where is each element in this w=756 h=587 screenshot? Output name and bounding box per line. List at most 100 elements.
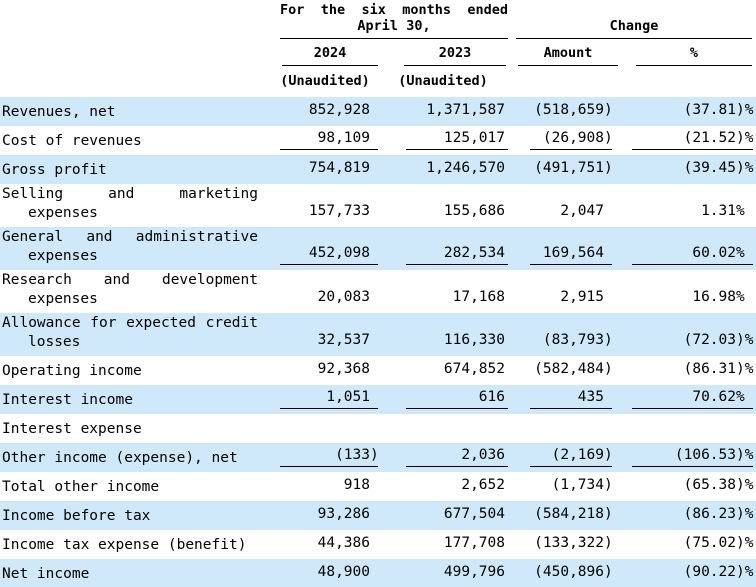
change-percent-suffix: )%	[736, 102, 754, 118]
change-amount-suffix: )	[604, 160, 613, 176]
row-label: Cost of revenues	[2, 133, 142, 149]
row-label: Net income	[2, 566, 90, 582]
change-percent-text: (86.23	[683, 506, 736, 522]
value-2024: 44,386	[272, 530, 378, 559]
table-row: General and administrative expenses 452,…	[0, 227, 756, 270]
change-percent: (72.03)%	[618, 313, 756, 356]
value-2023	[378, 414, 508, 443]
change-amount-text: 169,564	[542, 245, 604, 261]
value-2024-text: 98,109	[317, 130, 370, 146]
change-percent	[618, 414, 756, 443]
change-amount-suffix: )	[604, 361, 613, 377]
change-amount: 435	[508, 385, 618, 414]
value-2023: 116,330	[378, 313, 508, 356]
change-percent-suffix: %	[736, 289, 745, 305]
change-amount-text: (582,484	[534, 361, 604, 377]
value-2023: 125,017	[378, 126, 508, 155]
value-2024: 48,900	[272, 559, 378, 587]
change-percent-suffix: %	[736, 203, 745, 219]
row-label: Operating income	[2, 363, 142, 379]
row-label: Interest income	[2, 392, 133, 408]
row-label: Revenues, net	[2, 104, 116, 120]
change-percent-suffix: )%	[736, 160, 754, 176]
value-2023-text: 116,330	[443, 332, 505, 348]
value-2023: 1,371,587	[378, 97, 508, 126]
value-2024: 852,928	[272, 97, 378, 126]
change-amount: 169,564	[508, 227, 618, 270]
change-percent-suffix: )%	[736, 332, 754, 348]
change-percent-suffix: %	[736, 245, 745, 261]
change-percent-suffix: )%	[736, 361, 754, 377]
unaudited-label-2023: (Unaudited)	[398, 73, 488, 89]
change-percent: (106.53)%	[618, 443, 756, 472]
change-amount: (491,751)	[508, 155, 618, 184]
change-amount-text: 2,047	[560, 203, 604, 219]
change-percent-suffix: )%	[736, 506, 754, 522]
value-2023-text: 17,168	[452, 289, 505, 305]
change-amount: (133,322)	[508, 530, 618, 559]
change-group-label: Change	[516, 18, 752, 39]
value-2023: 674,852	[378, 356, 508, 385]
table-row: Income tax expense (benefit) 44,386 177,…	[0, 530, 756, 559]
change-percent-text: 16.98	[692, 289, 736, 305]
change-percent-suffix: )%	[736, 477, 754, 493]
column-header-amount: Amount	[518, 39, 618, 66]
change-percent-text: (86.31	[683, 361, 736, 377]
value-2023: 1,246,570	[378, 155, 508, 184]
value-2024-text: (133	[335, 447, 370, 463]
label-column-spacer	[0, 66, 272, 97]
change-percent-text: (65.38	[683, 477, 736, 493]
change-percent-text: (21.52	[683, 130, 736, 146]
table-body: Revenues, net 852,928 1,371,587 (518,659…	[0, 97, 756, 587]
change-percent: (86.23)%	[618, 501, 756, 530]
value-2024-text: 92,368	[317, 361, 370, 377]
change-amount: (582,484)	[508, 356, 618, 385]
change-amount-text: (518,659	[534, 102, 604, 118]
table-row: Net income 48,900 499,796 (450,896) (90.…	[0, 559, 756, 587]
change-amount-suffix: )	[604, 506, 613, 522]
table-row: Research and development expenses 20,083…	[0, 270, 756, 313]
table-header: For the six months ended April 30, Chang…	[0, 0, 756, 97]
change-amount-suffix: )	[604, 332, 613, 348]
value-2024	[272, 414, 378, 443]
change-percent: (65.38)%	[618, 472, 756, 501]
change-percent: 1.31%	[618, 184, 756, 227]
change-amount-suffix: )	[604, 102, 613, 118]
value-2024-text: 754,819	[308, 160, 370, 176]
change-amount-suffix: )	[604, 130, 613, 146]
change-amount: (2,169)	[508, 443, 618, 472]
change-amount: (1,734)	[508, 472, 618, 501]
value-2024: 157,733	[272, 184, 378, 227]
value-2024-text: 452,098	[308, 245, 370, 261]
period-group-label: For the six months ended April 30,	[280, 2, 508, 39]
value-2023-text: 125,017	[443, 130, 505, 146]
row-label: Income tax expense (benefit)	[2, 537, 247, 553]
change-amount: (450,896)	[508, 559, 618, 587]
value-2023: 616	[378, 385, 508, 414]
table-row: Cost of revenues 98,109 125,017 (26,908)…	[0, 126, 756, 155]
change-percent-text: 1.31	[701, 203, 736, 219]
unaudited-label-2024: (Unaudited)	[280, 73, 370, 89]
value-2023-text: 177,708	[443, 535, 505, 551]
value-2024-suffix: )	[370, 447, 379, 463]
table-row: Interest expense	[0, 414, 756, 443]
row-label: Interest expense	[2, 421, 142, 437]
value-2024: 452,098	[272, 227, 378, 270]
value-2023-text: 677,504	[443, 506, 505, 522]
value-2024: 93,286	[272, 501, 378, 530]
change-percent-suffix: )%	[736, 564, 754, 580]
change-percent: (75.02)%	[618, 530, 756, 559]
label-column-spacer	[0, 0, 272, 39]
value-2023-text: 2,036	[461, 447, 505, 463]
value-2024: 32,537	[272, 313, 378, 356]
table-row: Interest income 1,051 616 435 70.62%	[0, 385, 756, 414]
value-2023: 677,504	[378, 501, 508, 530]
row-label: Income before tax	[2, 508, 151, 524]
change-amount-suffix: )	[604, 447, 613, 463]
value-2024-text: 157,733	[308, 203, 370, 219]
change-amount-text: 435	[577, 389, 604, 405]
change-percent-suffix: %	[736, 389, 745, 405]
change-amount	[508, 414, 618, 443]
value-2024-text: 93,286	[317, 506, 370, 522]
table-row: Income before tax 93,286 677,504 (584,21…	[0, 501, 756, 530]
